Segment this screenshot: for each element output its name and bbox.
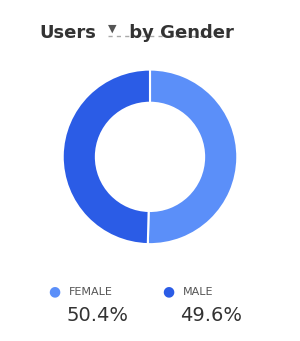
Text: FEMALE: FEMALE xyxy=(69,286,113,297)
Text: ●: ● xyxy=(48,284,60,299)
Wedge shape xyxy=(63,70,150,244)
Text: Users: Users xyxy=(39,24,96,42)
Text: ▼: ▼ xyxy=(108,24,116,34)
Text: ●: ● xyxy=(162,284,174,299)
Text: 50.4%: 50.4% xyxy=(66,306,128,325)
Text: MALE: MALE xyxy=(183,286,214,297)
Wedge shape xyxy=(148,70,237,244)
Text: 49.6%: 49.6% xyxy=(180,306,242,325)
Text: by Gender: by Gender xyxy=(123,24,234,42)
